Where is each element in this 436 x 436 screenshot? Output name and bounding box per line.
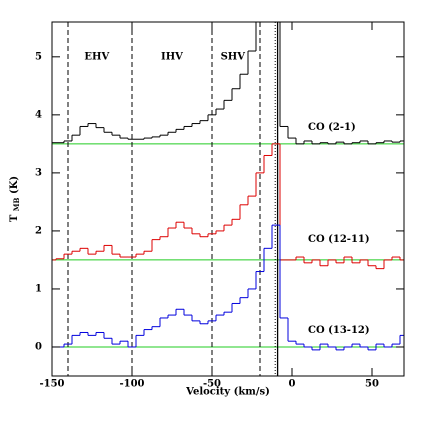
y-tick-label: 0 [35,341,42,352]
y-label-unit: (K) [9,176,20,194]
y-tick-label: 3 [35,167,42,178]
plot-frame [51,21,405,377]
region-label: SHV [221,51,246,62]
y-axis-label: T MB (K) [9,176,23,222]
x-tick-label: -150 [39,379,64,390]
y-tick-label: 1 [35,283,42,294]
series-label: CO (12-11) [308,234,370,245]
y-tick-label: 2 [35,225,42,236]
region-label: EHV [84,51,109,62]
x-tick-label: -100 [119,379,144,390]
x-axis-label: Velocity (km/s) [185,387,270,398]
y-tick-label: 4 [35,109,42,120]
x-tick-label: -50 [203,379,221,390]
y-label-sub: MB [12,197,21,211]
x-tick-label: 50 [365,379,379,390]
y-tick-label: 5 [35,51,42,62]
series-label: CO (2-1) [308,122,356,133]
series-label: CO (13-12) [308,325,370,336]
plot-area [52,22,404,376]
y-label-main: T [9,214,20,222]
x-tick-label: 0 [289,379,296,390]
region-label: IHV [161,51,183,62]
